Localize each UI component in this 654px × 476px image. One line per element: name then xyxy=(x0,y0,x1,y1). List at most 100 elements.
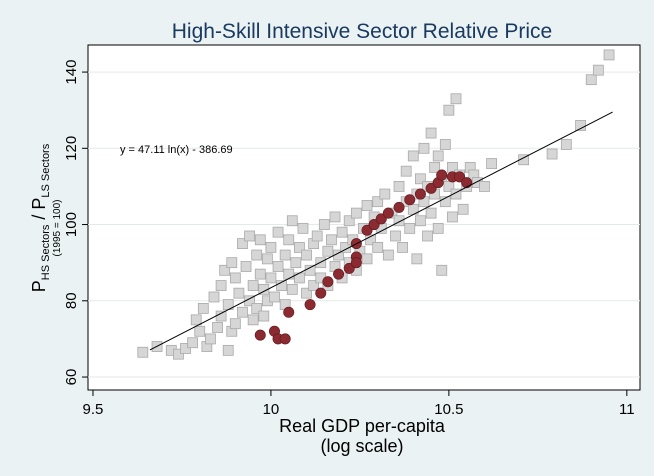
x-axis-label: Real GDP per-capita xyxy=(279,416,446,436)
point xyxy=(415,215,426,227)
point xyxy=(382,207,394,219)
point xyxy=(237,306,248,318)
point xyxy=(486,158,497,169)
point xyxy=(226,257,238,269)
point xyxy=(318,219,330,230)
point xyxy=(560,139,572,150)
point xyxy=(247,280,259,291)
point xyxy=(283,306,295,318)
point xyxy=(603,49,615,61)
y-tick-label: 100 xyxy=(63,212,80,237)
plot-area xyxy=(87,44,641,391)
point xyxy=(251,303,263,314)
y-axis-note: (1995 = 100) xyxy=(52,200,63,257)
y-tick-label: 120 xyxy=(63,136,80,161)
point xyxy=(261,253,273,265)
point xyxy=(393,181,405,192)
y-label-part: / P xyxy=(29,198,49,225)
point xyxy=(137,346,149,358)
point xyxy=(222,344,234,356)
point xyxy=(336,226,348,238)
x-axis-label: (log scale) xyxy=(320,436,403,456)
point xyxy=(279,249,291,261)
point xyxy=(290,257,302,269)
point xyxy=(407,150,419,162)
y-label-sub: HS Sectors xyxy=(40,224,52,280)
point xyxy=(450,188,462,200)
point xyxy=(279,333,291,345)
point xyxy=(229,318,241,330)
point xyxy=(361,200,373,211)
point xyxy=(382,249,394,261)
point xyxy=(372,242,384,253)
point xyxy=(272,226,284,238)
point xyxy=(301,287,312,299)
point xyxy=(350,207,362,219)
point xyxy=(340,242,352,253)
point xyxy=(585,74,597,86)
point xyxy=(418,142,430,154)
y-tick-label: 140 xyxy=(63,60,80,85)
point xyxy=(205,333,216,345)
point xyxy=(180,343,191,354)
point xyxy=(439,139,451,150)
point xyxy=(215,310,227,322)
point xyxy=(265,272,277,284)
point xyxy=(322,245,334,257)
point xyxy=(194,325,206,337)
x-tick-label: 11 xyxy=(619,401,635,418)
point xyxy=(436,169,448,181)
point xyxy=(479,181,490,192)
point xyxy=(215,280,227,291)
marks xyxy=(137,49,615,360)
point xyxy=(251,249,263,261)
point xyxy=(212,322,223,333)
point xyxy=(436,264,448,276)
point xyxy=(350,257,362,269)
point xyxy=(294,242,305,253)
point xyxy=(283,268,295,280)
point xyxy=(304,299,316,311)
point xyxy=(439,196,451,208)
y-label-part: P xyxy=(29,280,49,292)
point xyxy=(187,337,199,349)
point xyxy=(229,272,241,284)
point xyxy=(254,234,266,246)
point xyxy=(447,211,458,223)
point xyxy=(518,154,530,166)
y-label-sub: LS Sectors xyxy=(40,143,52,197)
point xyxy=(432,222,444,234)
point xyxy=(269,291,280,303)
x-tick-label: 9.5 xyxy=(83,401,104,418)
point xyxy=(276,280,288,291)
point xyxy=(272,261,284,272)
point xyxy=(546,148,558,160)
point xyxy=(237,238,248,250)
point xyxy=(461,177,473,189)
point xyxy=(258,310,270,322)
point xyxy=(592,64,604,76)
point xyxy=(443,104,455,116)
point xyxy=(172,348,184,360)
point xyxy=(265,242,277,253)
point xyxy=(311,230,323,242)
point xyxy=(379,188,391,200)
point xyxy=(197,303,209,314)
point xyxy=(297,222,309,234)
point xyxy=(208,291,220,303)
point xyxy=(414,188,426,200)
x-tick-label: 10.5 xyxy=(434,401,463,418)
point xyxy=(244,230,255,242)
point xyxy=(315,287,327,299)
point xyxy=(329,211,341,223)
point xyxy=(233,287,245,299)
point xyxy=(457,203,469,215)
annotation: y = 47.11 ln(x) - 386.69 xyxy=(120,144,233,156)
point xyxy=(393,201,405,213)
point xyxy=(400,165,412,177)
point xyxy=(432,150,444,162)
point xyxy=(361,253,373,265)
fit-line xyxy=(149,111,613,351)
point xyxy=(450,93,462,105)
